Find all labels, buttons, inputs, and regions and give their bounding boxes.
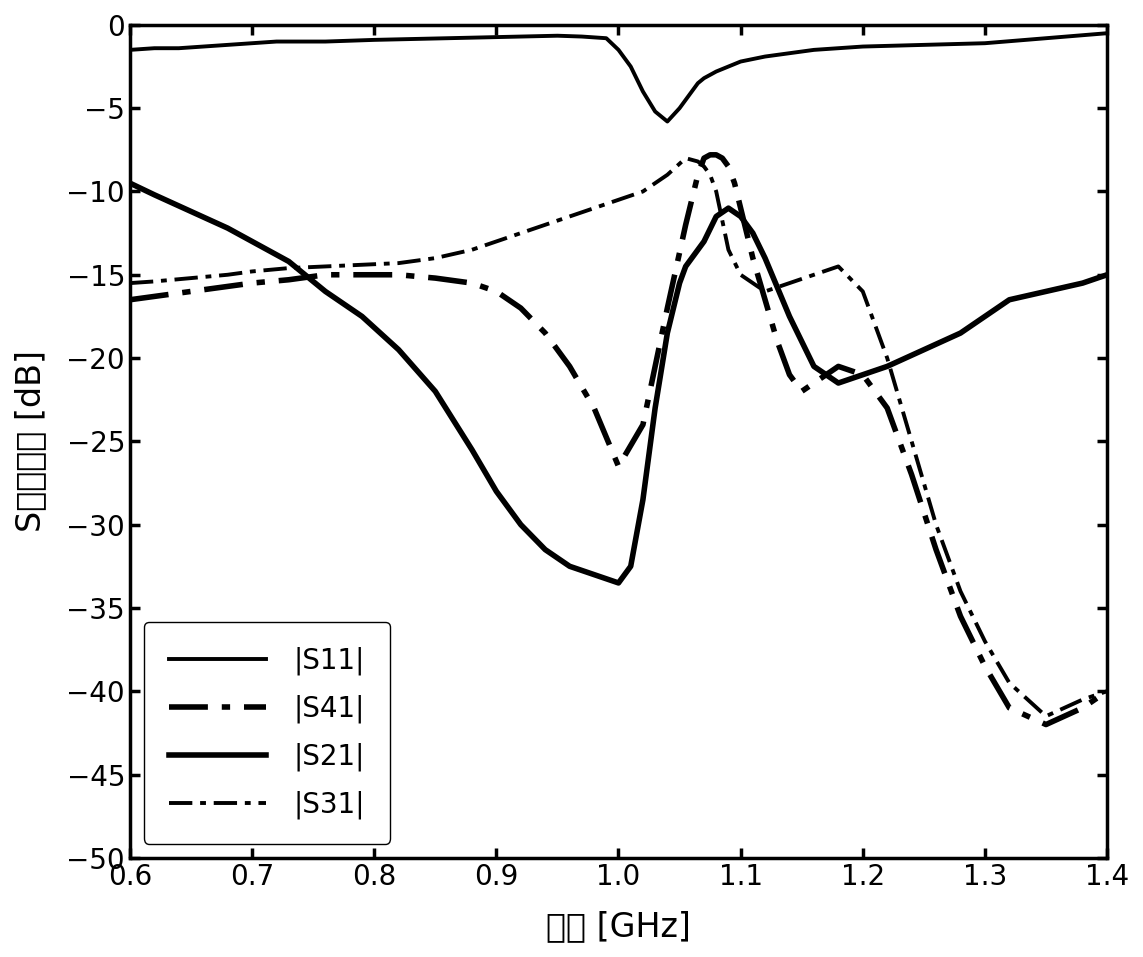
Y-axis label: S参数响应 [dB]: S参数响应 [dB]	[14, 350, 47, 532]
Legend: |S11|, |S41|, |S21|, |S31|: |S11|, |S41|, |S21|, |S31|	[144, 622, 390, 844]
X-axis label: 频率 [GHz]: 频率 [GHz]	[546, 910, 690, 943]
